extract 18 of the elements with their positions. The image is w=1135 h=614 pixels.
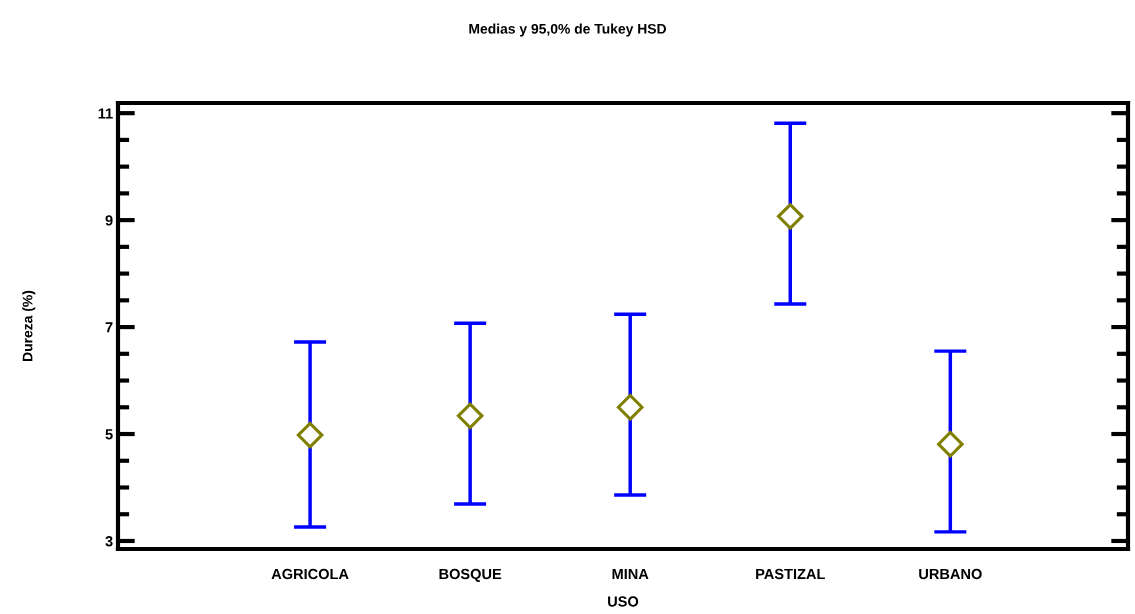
point [296,421,324,449]
x-axis-title: USO [608,596,639,607]
y-tick-label: 5 [105,429,113,440]
x-tick-label: URBANO [919,568,982,580]
point [776,203,804,230]
x-tick-label: MINA [612,568,649,580]
x-tick-label: AGRICOLA [271,568,349,580]
chart-title: Medias y 95,0% de Tukey HSD [469,23,666,37]
y-tick-label: 11 [98,108,113,119]
y-tick-label: 7 [105,322,113,333]
x-tick-label: BOSQUE [439,568,502,582]
point [456,402,484,430]
y-tick-label: 9 [105,215,113,226]
point [937,430,964,458]
point [616,393,644,421]
y-axis-title: Dureza (%) [22,290,36,361]
x-tick-label: PASTIZAL [756,568,825,580]
y-tick-label: 3 [105,536,113,547]
